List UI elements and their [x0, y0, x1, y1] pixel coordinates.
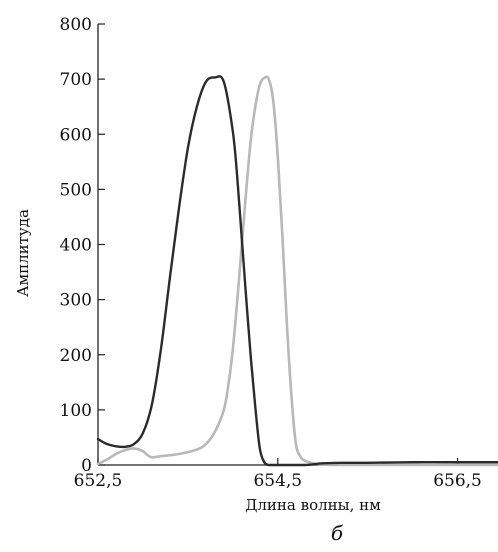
x-axis-title: Длина волны, нм: [245, 496, 381, 514]
x-tick-label: 654,5: [253, 471, 302, 491]
y-axis-title: Амплитуда: [14, 209, 32, 297]
y-tick-label: 500: [60, 180, 92, 200]
y-tick-label: 100: [60, 401, 92, 421]
y-tick-label: 0: [81, 456, 92, 476]
x-tick-label: 656,5: [433, 471, 482, 491]
series-line-dark: [96, 75, 498, 467]
y-tick-label: 300: [60, 291, 92, 311]
axes: [97, 24, 498, 466]
ticks: 0 100 200 300 400 500 600 700 800 652,5 654,5 656,5: [60, 15, 482, 491]
y-tick-label: 400: [60, 236, 92, 256]
y-tick-label: 800: [60, 15, 92, 35]
series-lines: [96, 75, 498, 467]
panel-label: б: [331, 521, 344, 545]
series-line-gray: [96, 75, 498, 467]
x-tick-label: 652,5: [74, 471, 123, 491]
y-tick-label: 600: [60, 125, 92, 145]
y-tick-label: 700: [60, 70, 92, 90]
y-tick-label: 200: [60, 346, 92, 366]
